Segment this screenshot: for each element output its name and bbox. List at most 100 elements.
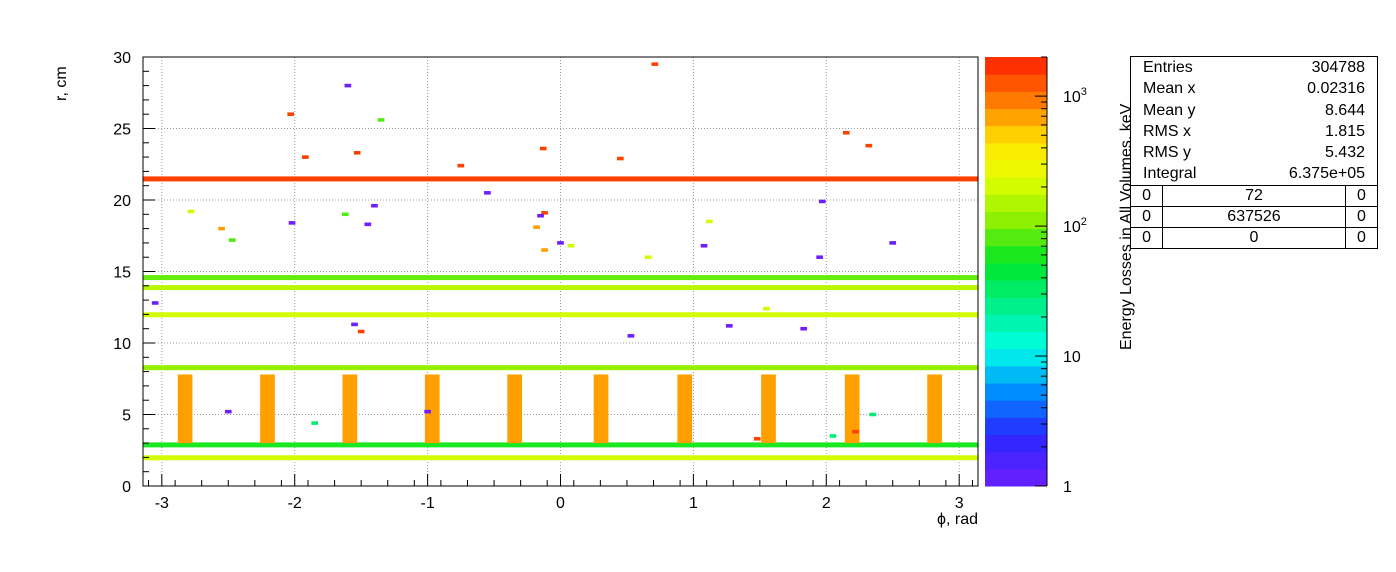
stat-rms-y: RMS y 5.432: [1131, 142, 1377, 163]
stat-grid-cell: 72: [1162, 184, 1346, 207]
z-tick-exponent: 3: [1081, 86, 1087, 98]
strip-7: [761, 374, 776, 444]
y-tick-label: 10: [113, 336, 131, 353]
cell-25: [816, 255, 823, 259]
cell-44: [753, 437, 761, 441]
stat-value: 0.02316: [1307, 80, 1365, 98]
y-tick-label: 0: [122, 479, 131, 496]
x-tick-label: -1: [420, 495, 434, 512]
palette-segment: [985, 177, 1047, 195]
stat-label: Entries: [1143, 59, 1193, 76]
color-palette: [985, 57, 1048, 487]
cell-32: [351, 322, 358, 327]
strip-2: [342, 374, 358, 444]
strip-5: [593, 374, 609, 444]
z-tick-label: 103: [1063, 86, 1087, 106]
cell-4: [842, 131, 850, 135]
stat-label: RMS x: [1143, 122, 1191, 140]
band-4: [143, 285, 978, 291]
x-tick-label: -3: [155, 495, 169, 512]
stat-grid: 0 72 0 0 637526 0 0 0 0: [1131, 184, 1377, 248]
x-axis-ticks: -3 -2 -1 0 1 2 3: [148, 474, 973, 512]
stat-value: 5.432: [1324, 144, 1365, 162]
cell-8: [302, 155, 309, 159]
palette-segment: [985, 297, 1047, 315]
strip-9: [927, 374, 942, 444]
stat-grid-cell: 0: [1344, 184, 1377, 207]
palette-segment: [985, 57, 1047, 75]
stat-grid-cell: 0: [1162, 226, 1346, 248]
cell-12: [818, 199, 826, 204]
cell-24: [889, 241, 897, 245]
y-tick-label: 5: [122, 408, 131, 425]
cell-0: [651, 62, 659, 66]
y-axis-ticks: 0 5 10 15 20 25 30: [113, 50, 155, 496]
strip-3: [424, 374, 440, 444]
y-tick-label: 20: [113, 193, 131, 210]
palette-segment: [985, 383, 1047, 401]
palette-segment: [985, 400, 1047, 418]
band-1: [143, 442, 978, 448]
palette-segment: [985, 451, 1047, 470]
cell-28: [644, 255, 652, 259]
stats-box: Entries 304788 Mean x 0.02316 Mean y 8.6…: [1130, 56, 1378, 249]
z-tick-label: 10: [1063, 349, 1081, 366]
cell-14: [541, 211, 548, 215]
cell-31: [357, 329, 365, 334]
palette-segment: [985, 468, 1047, 487]
strip-1: [260, 374, 275, 444]
stat-value: 304788: [1311, 59, 1365, 76]
cell-11: [484, 191, 491, 195]
strip-6: [677, 374, 693, 444]
palette-segment: [985, 211, 1047, 230]
band-3: [143, 312, 978, 318]
z-tick-exponent: 2: [1081, 216, 1087, 228]
x-tick-label: 3: [955, 495, 964, 512]
palette-segment: [985, 142, 1047, 161]
z-tick-label: 1: [1063, 479, 1072, 496]
stat-grid-cell: 0: [1131, 184, 1163, 207]
strip-8: [844, 374, 860, 444]
palette-segment: [985, 159, 1047, 178]
stat-label: Mean y: [1143, 101, 1196, 119]
stat-value: 8.644: [1324, 101, 1365, 119]
y-tick-label: 25: [113, 122, 131, 139]
cell-38: [224, 409, 232, 414]
cell-23: [557, 241, 564, 245]
y-tick-label: 30: [113, 50, 131, 67]
stat-grid-cell: 0: [1131, 226, 1163, 248]
cell-10: [457, 163, 465, 168]
stat-grid-cell: 0: [1344, 226, 1377, 248]
cell-41: [869, 412, 877, 417]
cell-37: [763, 306, 770, 311]
palette-segment: [985, 91, 1047, 109]
cell-34: [800, 326, 808, 331]
palette-segment: [985, 194, 1047, 212]
cell-29: [567, 243, 575, 248]
stat-value: 1.815: [1324, 122, 1365, 140]
cell-1: [344, 83, 352, 88]
cell-33: [725, 324, 733, 328]
stat-rms-x: RMS x 1.815: [1131, 121, 1377, 142]
cell-22: [218, 226, 225, 231]
y-tick-label: 15: [113, 265, 131, 282]
band-5: [143, 275, 978, 281]
stat-grid-cell: 0: [1131, 205, 1163, 228]
palette-segment: [985, 245, 1047, 264]
stat-mean-y: Mean y 8.644: [1131, 100, 1377, 121]
palette-segment: [985, 280, 1047, 298]
stat-grid-row: 0 637526 0: [1131, 205, 1377, 228]
strip-0: [177, 374, 193, 444]
cell-35: [151, 301, 159, 305]
palette-segment: [985, 108, 1047, 127]
cell-17: [187, 209, 195, 214]
band-6: [143, 176, 978, 182]
cell-18: [706, 219, 713, 224]
cell-36: [627, 334, 635, 338]
cell-30: [700, 243, 708, 248]
x-tick-label: -2: [288, 495, 302, 512]
x-axis-label: ϕ, rad: [937, 511, 978, 528]
strip-4: [507, 374, 522, 444]
palette-segment: [985, 348, 1047, 367]
